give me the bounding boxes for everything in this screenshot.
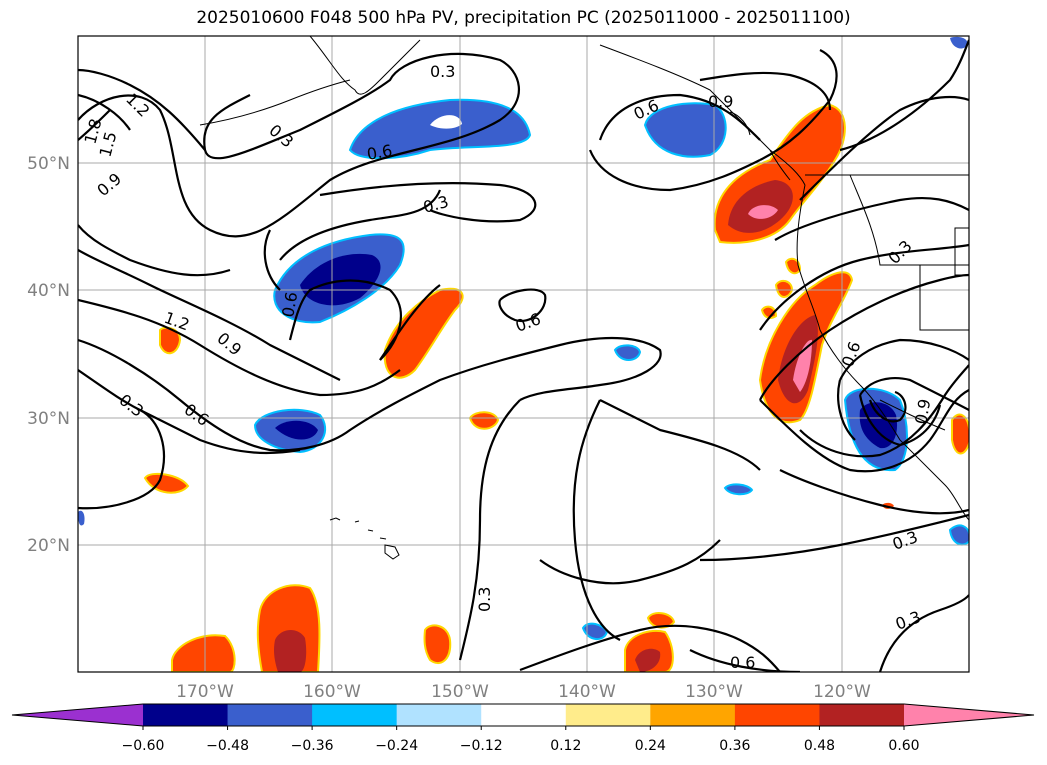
colorbar-outline [11,703,1035,727]
colorbar-segment [227,704,313,726]
lat-label-30n: 30°N [27,409,70,429]
contour-label: 0.9 [708,92,733,111]
lon-labels: 170°W 160°W 150°W 140°W 130°W 120°W [176,682,871,702]
contour-label: 0.9 [911,397,934,425]
colorbar-segments [12,704,1034,726]
colorbar-tick-label: 0.12 [550,738,581,754]
colorbar-ticks: −0.60 −0.48 −0.36 −0.24 −0.12 0.12 0.24 0.36 0.4… [122,726,920,754]
colorbar-segment [650,704,736,726]
colorbar-segment [396,704,482,726]
contour-label: 0.3 [430,62,455,81]
lon-label-120w: 120°W [813,682,871,702]
contour-label: 0.6 [730,653,755,672]
coastlines [199,36,969,521]
lat-label-20n: 20°N [27,536,70,556]
contour-label: 0.3 [884,236,915,267]
lon-label-130w: 130°W [685,682,743,702]
pv-contours [78,39,969,672]
colorbar-segment [565,704,651,726]
lat-label-50n: 50°N [27,154,70,174]
lon-label-160w: 160°W [303,682,361,702]
colorbar: −0.60 −0.48 −0.36 −0.24 −0.12 0.12 0.24 0.36 0.4… [11,703,1035,754]
contour-label: 1.2 [122,89,153,120]
contour-label: 0.3 [265,121,297,152]
colorbar-segment [143,704,229,726]
colorbar-segment [481,704,567,726]
colorbar-tick-label: −0.48 [206,738,249,754]
map-title: 2025010600 F048 500 hPa PV, precipitatio… [196,8,851,28]
colorbar-tick-label: 0.48 [804,738,835,754]
colorbar-segment [734,704,820,726]
colorbar-extension-right [904,704,1034,726]
lon-label-150w: 150°W [431,682,489,702]
map-frame [77,35,970,673]
colorbar-tick-label: 0.60 [888,738,919,754]
contour-label: 0.6 [365,141,393,164]
contour-label: 0.3 [893,607,923,634]
contour-label: 0.3 [890,527,920,554]
colorbar-tick-label: −0.12 [460,738,503,754]
colorbar-tick-label: 0.36 [719,738,750,754]
lat-label-40n: 40°N [27,281,70,301]
lon-label-170w: 170°W [176,682,234,702]
colorbar-tick-label: 0.24 [635,738,666,754]
contour-label: 0.3 [421,192,451,217]
colorbar-tick-label: −0.36 [291,738,334,754]
gridlines [78,36,969,672]
colorbar-tick-label: −0.24 [375,738,418,754]
colorbar-segment [819,704,905,726]
lon-label-140w: 140°W [558,682,616,702]
hawaii-islands [329,517,400,560]
map-plot-area [78,36,969,672]
colorbar-extension-left [12,704,143,726]
colorbar-tick-label: −0.60 [122,738,165,754]
colorbar-segment [312,704,398,726]
lat-labels: 50°N 40°N 30°N 20°N [27,154,70,556]
contour-label: 0.3 [116,390,148,421]
precip-shading [78,36,969,672]
contour-label: 0.9 [93,169,125,200]
contour-label: 0.6 [278,290,301,318]
contour-label: 0.3 [475,587,494,612]
